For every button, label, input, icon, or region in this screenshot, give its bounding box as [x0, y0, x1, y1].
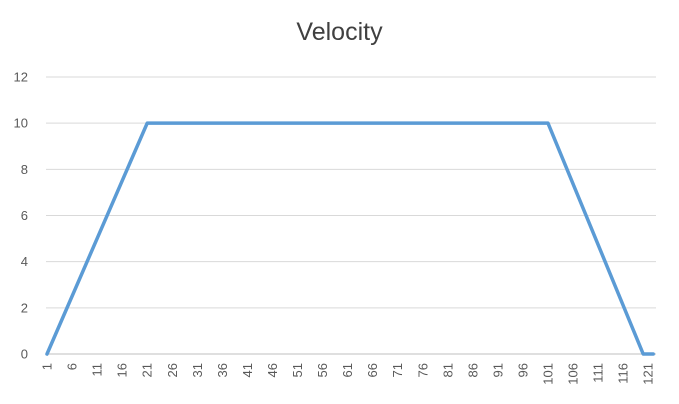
x-tick-label-101: 101: [541, 363, 556, 385]
x-tick-label-111: 111: [591, 363, 606, 383]
y-tick-label-0: 0: [21, 347, 28, 362]
x-tick-label-66: 66: [365, 363, 380, 377]
y-tick-label-8: 8: [21, 162, 28, 177]
x-tick-label-96: 96: [515, 363, 530, 377]
y-tick-label-12: 12: [14, 70, 28, 85]
x-tick-label-6: 6: [65, 363, 80, 370]
x-tick-label-121: 121: [641, 363, 656, 385]
x-tick-label-71: 71: [390, 363, 405, 377]
x-tick-label-31: 31: [190, 363, 205, 377]
x-tick-label-26: 26: [165, 363, 180, 377]
x-tick-label-51: 51: [290, 363, 305, 377]
y-tick-label-10: 10: [14, 116, 28, 131]
x-tick-label-76: 76: [415, 363, 430, 377]
x-tick-label-116: 116: [616, 363, 631, 384]
x-tick-label-61: 61: [340, 363, 355, 377]
x-tick-label-21: 21: [140, 363, 155, 377]
x-tick-label-56: 56: [315, 363, 330, 377]
y-tick-label-2: 2: [21, 300, 28, 315]
x-tick-label-81: 81: [440, 363, 455, 377]
x-tick-label-11: 11: [90, 363, 105, 377]
x-tick-label-46: 46: [265, 363, 280, 377]
x-tick-label-106: 106: [566, 363, 581, 385]
x-tick-label-36: 36: [215, 363, 230, 377]
x-tick-label-16: 16: [115, 363, 130, 377]
series-line-0: [45, 121, 655, 356]
y-tick-label-4: 4: [21, 254, 28, 269]
x-tick-label-1: 1: [40, 363, 55, 370]
chart-title: Velocity: [296, 18, 383, 46]
x-tick-label-91: 91: [490, 363, 505, 377]
x-tick-label-86: 86: [465, 363, 480, 377]
y-tick-label-6: 6: [21, 208, 28, 223]
x-tick-label-41: 41: [240, 363, 255, 377]
